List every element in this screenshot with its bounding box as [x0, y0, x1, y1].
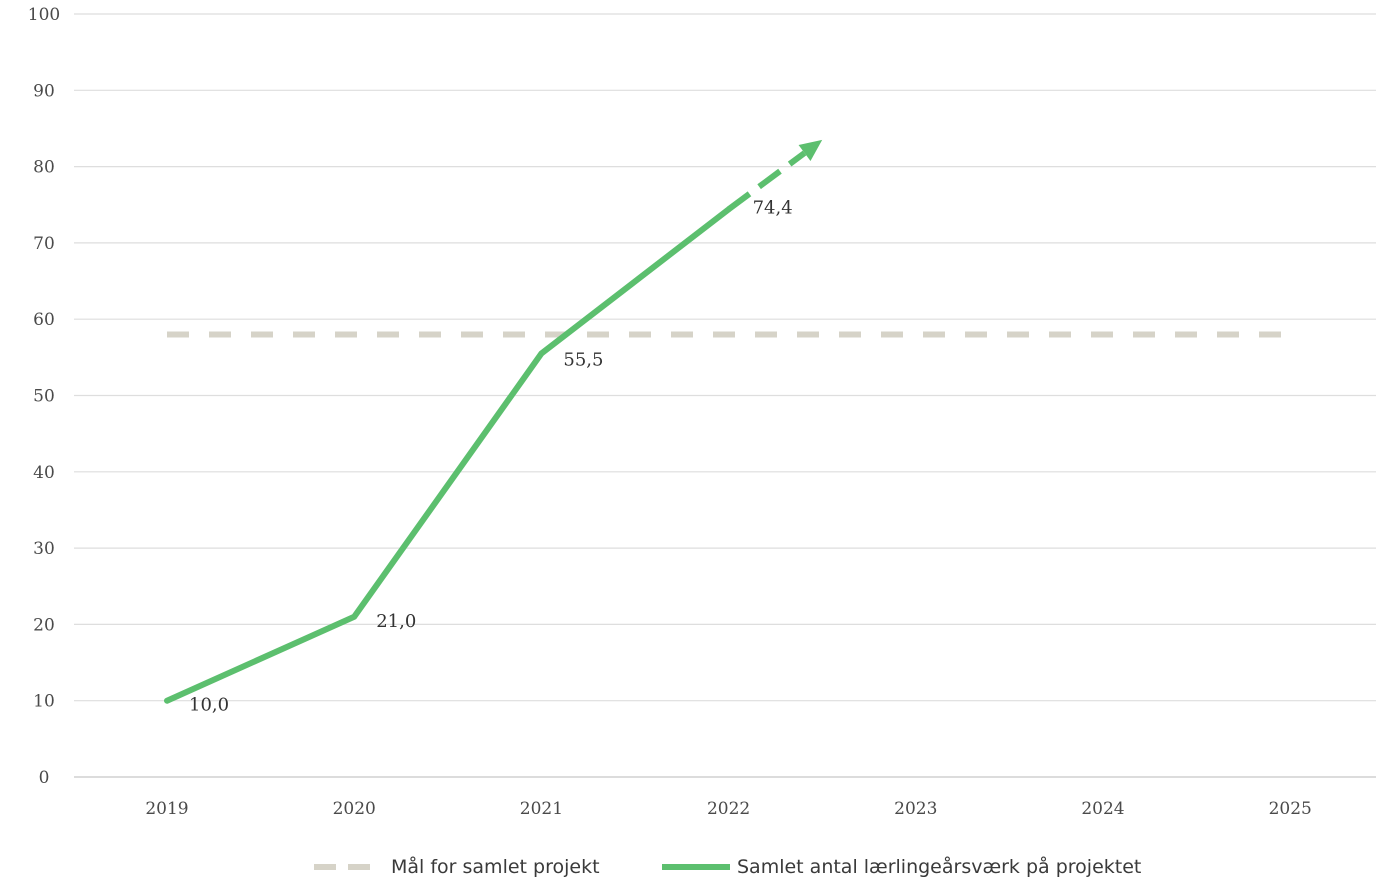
- trend-arrow-head: [798, 139, 823, 162]
- data-label-2019: 10,0: [189, 695, 229, 716]
- x-tick-label-2019: 2019: [145, 799, 188, 819]
- x-tick-label-2022: 2022: [707, 799, 750, 819]
- y-tick-label-70: 70: [33, 234, 55, 254]
- legend-label-series: Samlet antal lærlingeårsværk på projekte…: [737, 855, 1141, 878]
- legend: Mål for samlet projekt Samlet antal lærl…: [314, 855, 1141, 878]
- data-labels: 10,0 21,0 55,5 74,4: [189, 197, 793, 715]
- y-tick-label-100: 100: [28, 5, 60, 25]
- gridlines: [74, 13, 1376, 778]
- x-tick-label-2020: 2020: [333, 799, 376, 819]
- y-tick-label-90: 90: [33, 81, 55, 101]
- data-label-2022: 74,4: [753, 197, 793, 218]
- x-tick-label-2023: 2023: [894, 799, 937, 819]
- y-tick-label-50: 50: [33, 387, 55, 407]
- x-tick-label-2024: 2024: [1081, 799, 1124, 819]
- x-tick-label-2021: 2021: [520, 799, 563, 819]
- x-axis-tick-labels: 2019 2020 2021 2022 2023 2024 2025: [145, 799, 1311, 819]
- trend-arrow-shaft: [726, 150, 807, 212]
- y-tick-label-60: 60: [33, 310, 55, 330]
- y-tick-label-30: 30: [33, 539, 55, 559]
- y-tick-label-40: 40: [33, 463, 55, 483]
- series-layer: [164, 139, 1291, 704]
- series-line-main: [164, 206, 732, 704]
- y-tick-label-10: 10: [33, 692, 55, 712]
- legend-label-target: Mål for samlet projekt: [391, 855, 600, 878]
- x-tick-label-2025: 2025: [1269, 799, 1312, 819]
- y-tick-label-20: 20: [33, 615, 55, 635]
- data-label-2021: 55,5: [563, 350, 603, 371]
- y-tick-label-80: 80: [33, 158, 55, 178]
- y-axis-tick-labels: 0 10 20 30 40 50 60 70 80 90 100: [28, 5, 60, 788]
- y-tick-label-0: 0: [39, 768, 50, 788]
- data-label-2020: 21,0: [376, 611, 416, 632]
